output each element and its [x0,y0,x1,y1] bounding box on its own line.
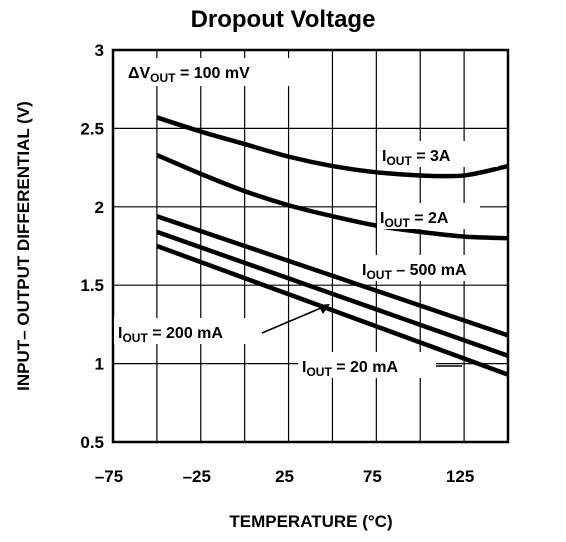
y-tick-label: 2 [95,198,104,217]
y-axis-label: INPUT– OUTPUT DIFFERENTIAL (V) [14,101,33,391]
series-line-3 [156,229,509,358]
y-tick-label: 3 [95,41,104,60]
y-tick-label: 1 [95,355,104,374]
series-lines [156,115,509,377]
label-bg-2a [377,203,480,229]
series-label-500ma: IOUT – 500 mA [362,262,467,282]
x-tick-label: 75 [363,467,382,486]
x-tick-label: –75 [95,467,123,486]
pointer-200ma [261,304,329,334]
x-tick-label: –25 [183,467,211,486]
x-axis-label: TEMPERATURE (°C) [229,512,392,531]
label-bg-20ma [298,352,436,378]
series-label-2a: IOUT = 2A [380,210,449,230]
tick-labels: –75 –25 25 75 125 0.5 1 1.5 2 2.5 3 [80,41,474,486]
y-tick-label: 0.5 [80,433,104,452]
condition-text: ΔVOUT = 100 mV [128,65,250,85]
pointer-200ma-arrowhead [318,304,330,314]
series-label-200ma: IOUT = 200 mA [118,325,223,345]
series-line-4 [156,243,509,377]
label-bg-200ma [114,318,260,344]
grid [113,50,508,442]
condition-label: ΔVOUT = 100 mV [124,58,302,86]
series-label-20ma: IOUT = 20 mA [302,359,399,379]
label-bg-3a [378,141,498,167]
series-labels: IOUT = 3A IOUT = 2A IOUT – 500 mA IOUT =… [114,141,504,379]
plot-frame [111,48,510,444]
x-tick-label: 125 [446,467,474,486]
y-tick-label: 1.5 [80,276,104,295]
series-line-2 [156,214,509,338]
label-bg-500ma [358,255,504,281]
y-tick-label: 2.5 [80,119,104,138]
series-label-3a: IOUT = 3A [382,148,451,168]
x-tick-label: 25 [275,467,294,486]
series-line-0 [156,115,509,179]
condition-label-bg [124,58,302,86]
chart-title: Dropout Voltage [190,6,376,33]
series-line-1 [156,152,509,241]
